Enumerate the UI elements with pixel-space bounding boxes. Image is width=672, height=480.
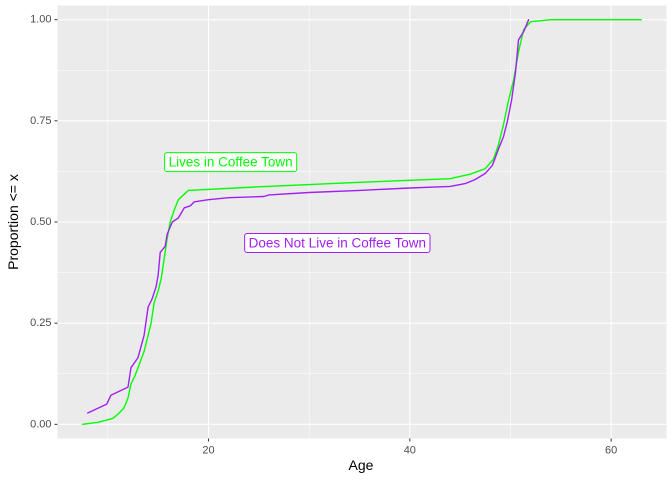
- x-axis-title: Age: [349, 457, 374, 473]
- x-tick-label: 40: [404, 445, 416, 457]
- axes: 0.00 0.25 0.50 0.75 1.00 20 40 60: [30, 14, 617, 457]
- y-tick-label: 1.00: [30, 14, 51, 26]
- series-lines: [82, 19, 642, 425]
- series-line-2: [87, 19, 530, 414]
- y-axis-title: Proportion <= x: [5, 174, 21, 270]
- y-tick-label: 0.00: [30, 418, 51, 430]
- x-tick-label: 20: [202, 445, 214, 457]
- annotation-label-2: Does Not Live in Coffee Town: [244, 233, 431, 254]
- y-tick-label: 0.50: [30, 216, 51, 228]
- annotation-box: [164, 152, 298, 173]
- annotation-text: Does Not Live in Coffee Town: [249, 236, 426, 251]
- y-tick-label: 0.75: [30, 115, 51, 127]
- annotation-label-1: Lives in Coffee Town: [164, 152, 298, 173]
- x-tick-label: 60: [605, 445, 617, 457]
- annotation-text: Lives in Coffee Town: [169, 155, 293, 170]
- annotation-box: [244, 233, 431, 254]
- grid-lines: [57, 5, 667, 439]
- annotations: Lives in Coffee Town Does Not Live in Cof…: [164, 152, 431, 254]
- y-tick-label: 0.25: [30, 317, 51, 329]
